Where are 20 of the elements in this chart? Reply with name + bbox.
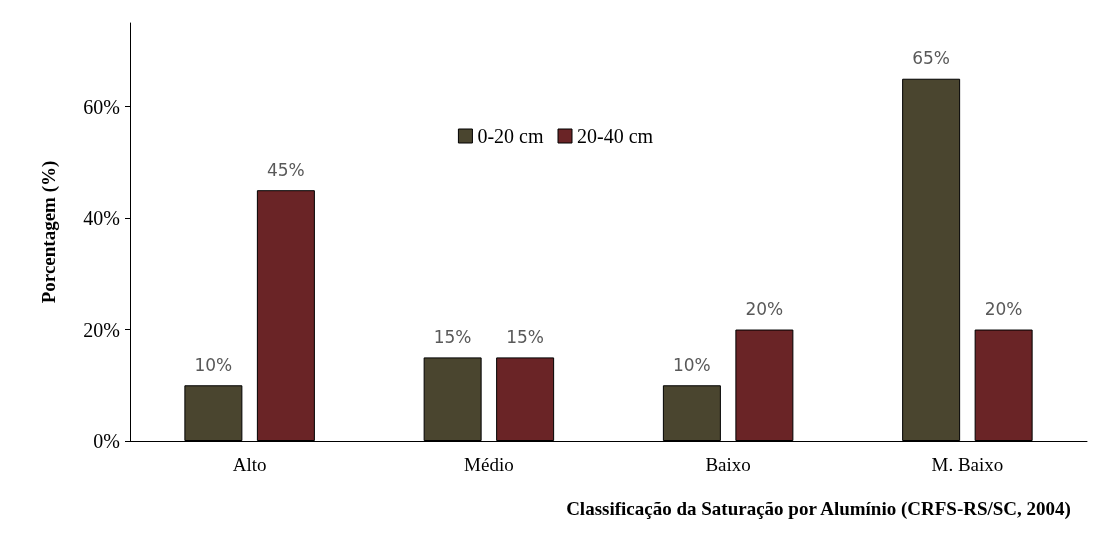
data-label: 45% (266, 159, 305, 180)
data-label: 65% (912, 48, 951, 69)
data-label: 20% (984, 299, 1023, 320)
data-label: 10% (672, 354, 711, 375)
x-axis-title: Classificação da Saturação por Alumínio (CRFS-RS/SC, 2004) (566, 498, 1071, 520)
y-tick-label: 20% (83, 318, 120, 341)
legend-label: 20-40 cm (577, 125, 654, 147)
data-label: 10% (194, 354, 233, 375)
data-label: 15% (433, 326, 472, 347)
x-tick-label: M. Baixo (931, 454, 1004, 475)
y-tick-label: 60% (83, 95, 120, 118)
y-axis-title: Porcentagem (%) (38, 160, 60, 304)
data-label: 15% (506, 326, 545, 347)
y-tick-label: 0% (93, 430, 120, 452)
x-tick-label: Baixo (705, 454, 751, 475)
y-tick-label: 40% (83, 207, 120, 230)
x-tick-label: Médio (464, 454, 514, 475)
x-tick-label: Alto (232, 454, 267, 475)
data-label: 20% (745, 299, 784, 320)
legend-label: 0-20 cm (477, 125, 544, 147)
